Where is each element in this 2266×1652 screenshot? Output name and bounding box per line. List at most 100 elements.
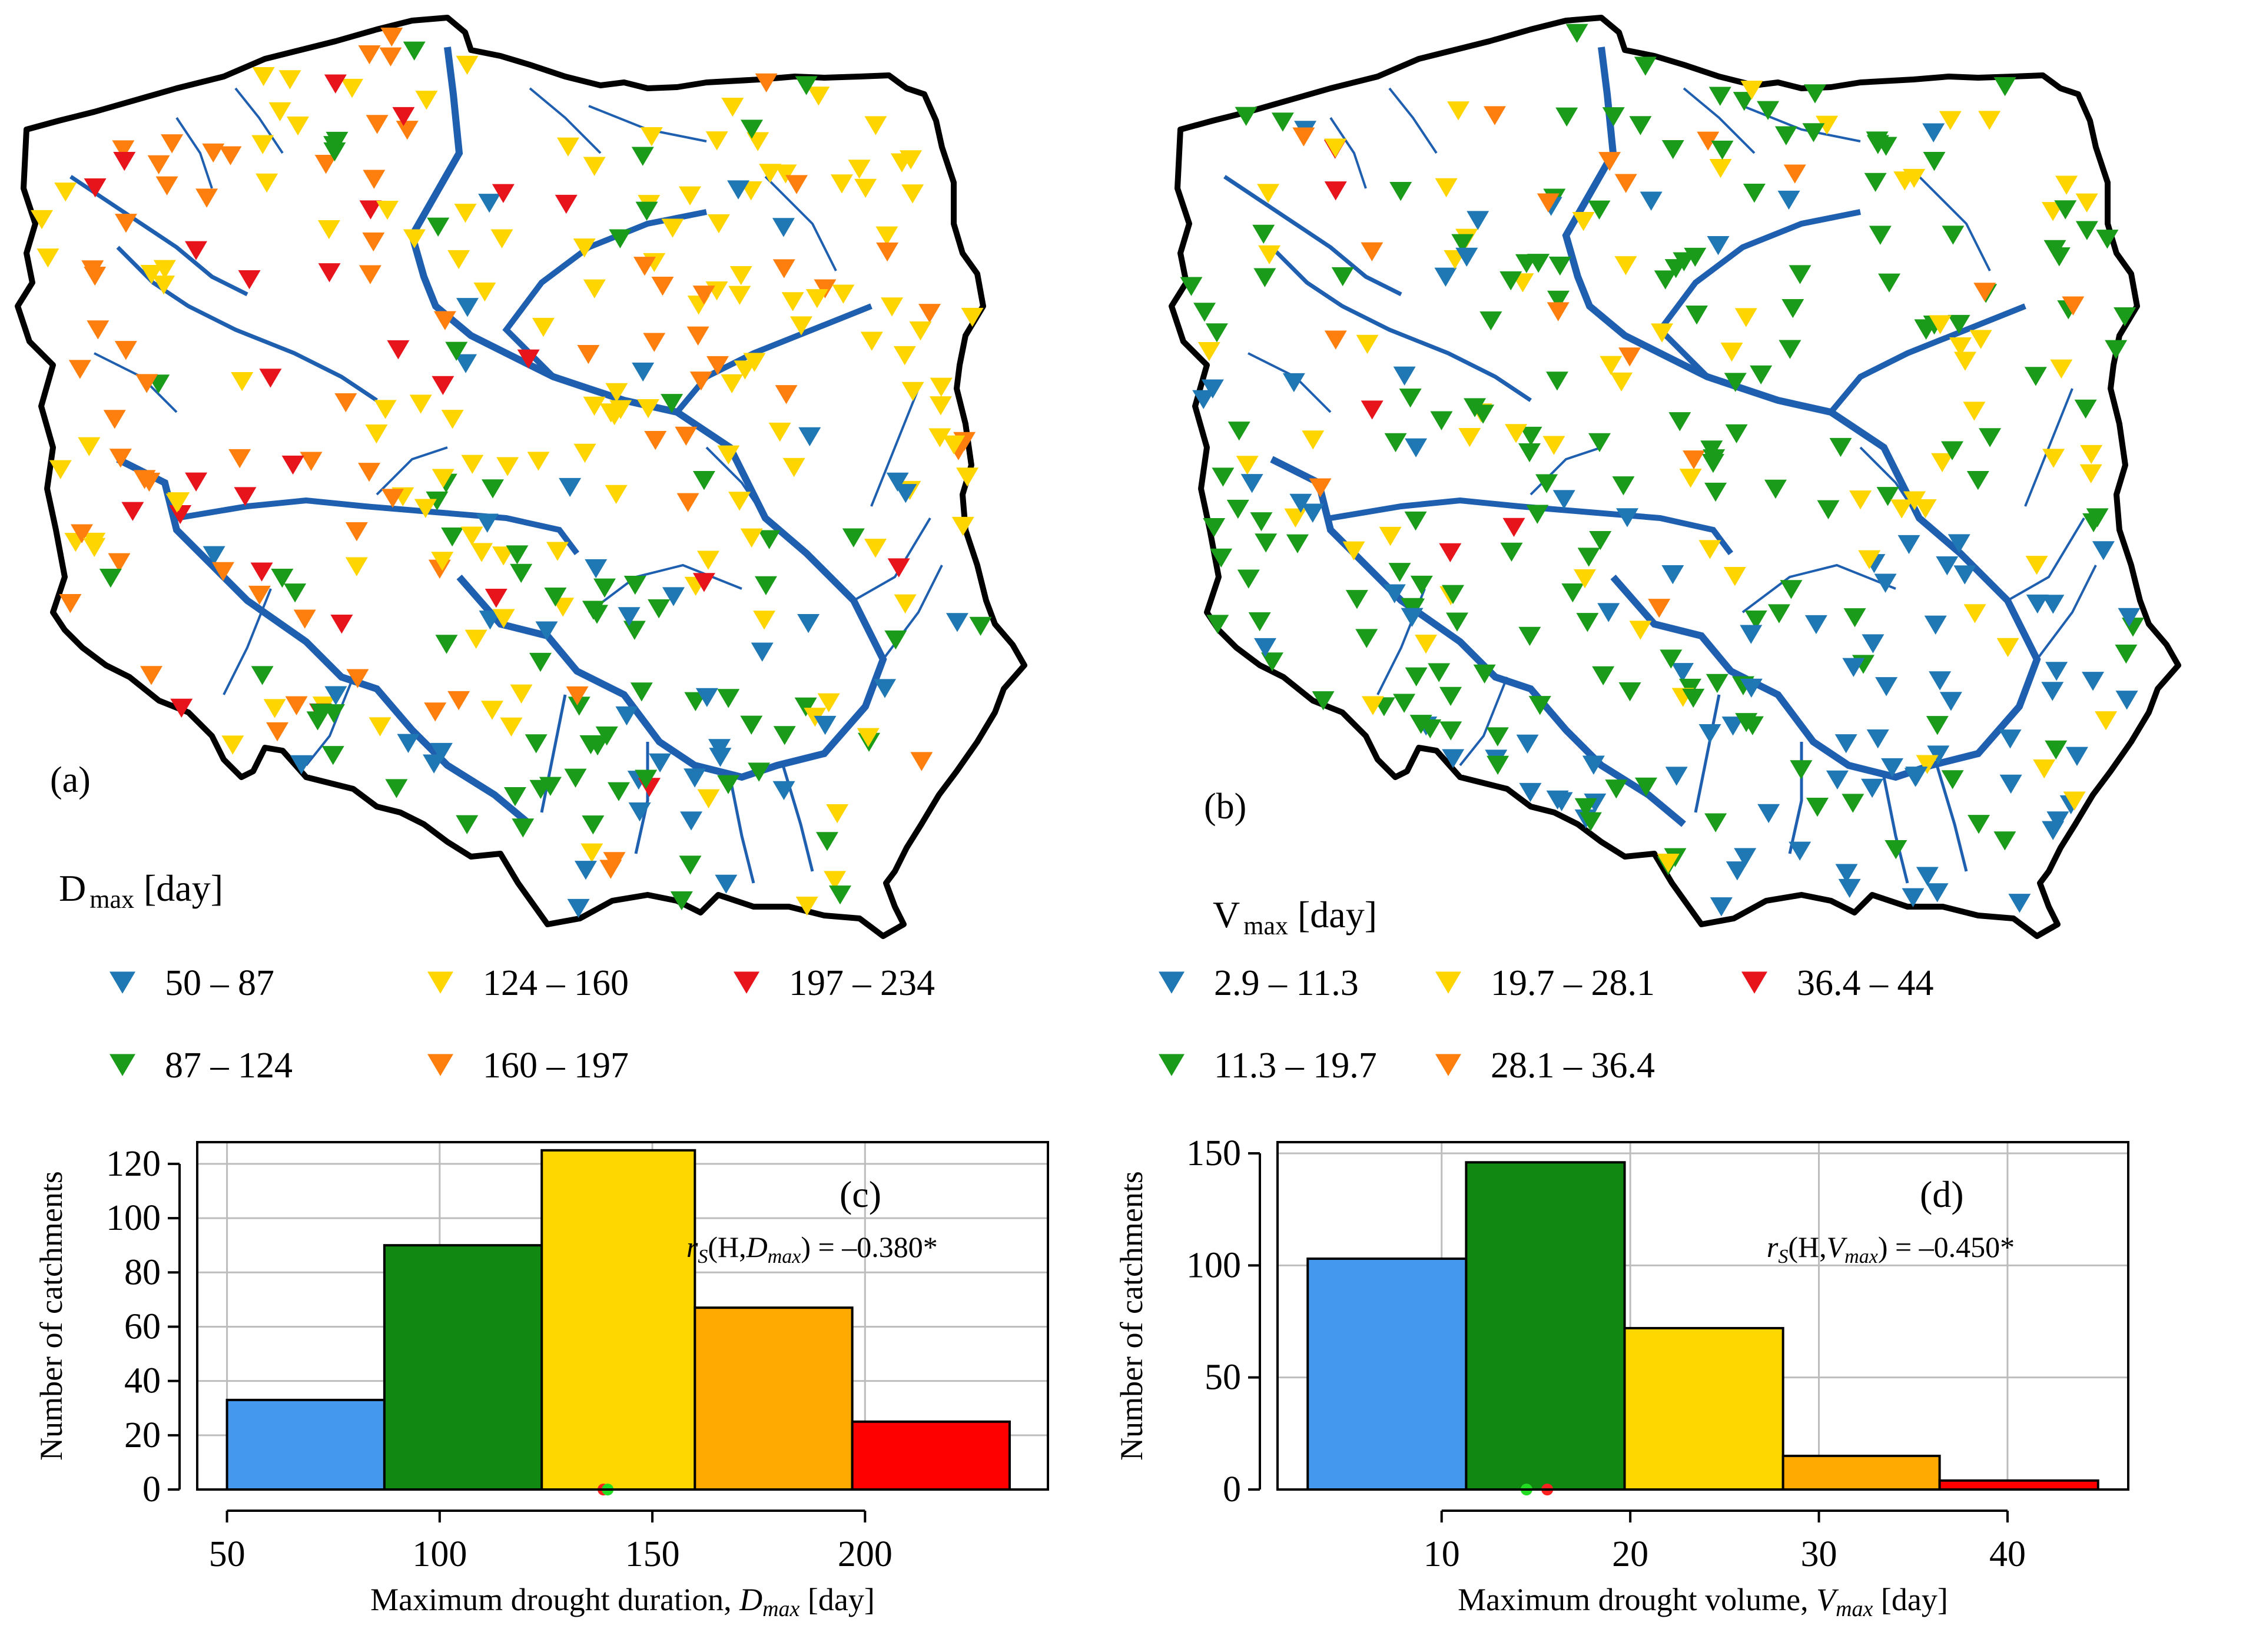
dmax-station-marker [430, 742, 453, 762]
dmax-station-marker [623, 575, 646, 595]
vmax-station-marker [1740, 81, 1763, 100]
dmax-station-marker [887, 558, 910, 578]
vmax-station-marker [1442, 585, 1465, 604]
vmax-station-marker [1665, 767, 1688, 786]
dmax-station-marker [643, 333, 666, 352]
dmax-station-marker [556, 137, 579, 157]
vmax-station-marker [1706, 674, 1728, 694]
dmax-station-marker [54, 183, 77, 202]
dmax-station-marker [637, 399, 660, 419]
dmax-station-marker [894, 484, 917, 503]
vmax-station-marker [2054, 200, 2077, 220]
vmax-station-marker [1709, 159, 1732, 178]
dmax-station-marker [785, 175, 808, 194]
vmax-station-marker [2042, 595, 2065, 614]
vmax-station-marker [1866, 729, 1889, 749]
vmax-station-marker [1973, 283, 1996, 302]
vmax-station-marker [1518, 443, 1541, 463]
vmax-station-marker [2042, 821, 2065, 840]
dmax-station-marker [285, 696, 308, 715]
dmax-station-marker [396, 121, 419, 140]
dmax-station-marker [795, 897, 818, 916]
vmax-station-marker [1838, 878, 1861, 898]
vmax-station-marker [1711, 140, 1734, 160]
dmax-station-marker [546, 542, 569, 561]
vmax-station-marker [1724, 373, 1747, 392]
dmax-station-marker [271, 568, 294, 588]
dmax-station-marker [492, 546, 515, 566]
dmax-station-marker [30, 210, 53, 230]
vmax-station-marker [1744, 610, 1767, 630]
vmax-station-marker [1874, 573, 1897, 593]
vmax-station-marker [1996, 638, 2019, 658]
vmax-station-marker [2082, 513, 2105, 533]
vmax-station-marker [1939, 111, 1962, 130]
x-axis-d: 10 20 30 40 [1424, 1510, 2026, 1574]
vmax-station-marker [1502, 518, 1525, 538]
vmax-station-marker [1442, 749, 1465, 768]
vmax-station-marker [1826, 770, 1849, 790]
vmax-station-marker [1720, 342, 1743, 362]
vmax-station-marker [1467, 211, 1489, 230]
vmax-station-marker [1588, 433, 1611, 453]
dmax-station-marker [544, 588, 567, 607]
dmax-station-marker [447, 250, 470, 270]
vmax-station-marker [1393, 366, 1416, 386]
dmax-station-marker [341, 78, 364, 98]
vmax-station-marker [1953, 351, 1976, 371]
dmax-station-marker [662, 587, 685, 606]
dmax-station-marker [772, 259, 795, 278]
vmax-station-marker [1704, 813, 1727, 832]
dmax-station-marker [140, 265, 163, 284]
dmax-station-marker [441, 527, 464, 547]
dmax-station-marker [114, 214, 137, 233]
vmax-station-marker [2096, 230, 2119, 249]
vmax-station-marker [2079, 464, 2102, 483]
vmax-station-marker [1401, 598, 1424, 618]
dmax-station-marker [433, 311, 456, 330]
dmax-station-marker [362, 232, 385, 252]
dmax-station-marker [525, 734, 548, 754]
dmax-station-marker [743, 353, 766, 372]
vmax-station-marker [1486, 727, 1509, 747]
vmax-station-marker [1780, 580, 1803, 599]
dmax-station-marker [930, 377, 953, 397]
dmax-legend-label-1: 50 – 87 [165, 963, 274, 1003]
dmax-station-marker [633, 257, 656, 276]
vmax-station-marker [1576, 613, 1599, 632]
vmax-station-marker [1284, 508, 1307, 528]
dmax-legend-marker-5 [734, 971, 759, 994]
vmax-station-marker [1342, 541, 1365, 560]
vmax-station-marker [1258, 245, 1281, 264]
dmax-station-marker [287, 116, 310, 136]
dmax-legend-label-2: 87 – 124 [165, 1046, 293, 1086]
vmax-station-marker [1858, 550, 1881, 569]
dmax-station-marker [479, 611, 502, 630]
dmax-station-marker [366, 115, 389, 134]
dmax-station-marker [605, 485, 628, 505]
dmax-station-marker [369, 717, 392, 737]
vmax-station-marker [1605, 779, 1628, 799]
dmax-station-marker [49, 460, 72, 479]
dmax-station-marker [330, 615, 353, 634]
dmax-station-marker [969, 616, 992, 636]
dmax-legend-marker-4 [427, 1054, 453, 1076]
plot-frame-c [196, 1141, 1049, 1491]
dmax-station-marker [510, 563, 533, 583]
dmax-station-marker [577, 345, 600, 364]
dmax-station-marker [268, 102, 291, 122]
dmax-station-marker [628, 802, 651, 822]
panel-label-b: (b) [1204, 787, 1246, 827]
dmax-station-marker [293, 609, 316, 629]
dmax-station-marker [380, 27, 403, 47]
vmax-station-marker [1345, 590, 1368, 609]
vmax-station-marker [1535, 474, 1558, 493]
vmax-station-marker [1875, 677, 1898, 696]
dmax-station-marker [794, 697, 817, 717]
vmax-station-marker [1804, 615, 1827, 635]
vmax-station-marker [1555, 107, 1578, 127]
dmax-station-marker [759, 164, 782, 183]
dmax-station-marker [644, 430, 667, 450]
dmax-station-marker [259, 369, 282, 388]
